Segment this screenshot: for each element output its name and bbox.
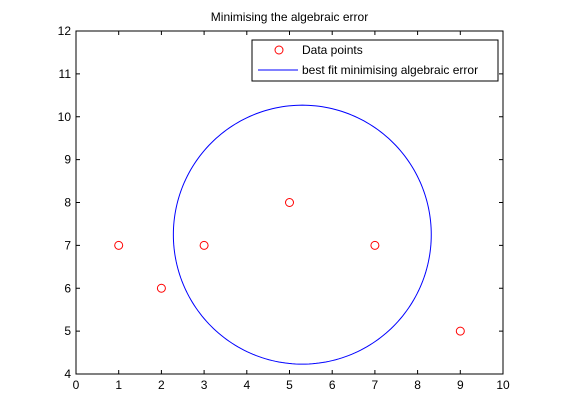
x-tick-label: 2 [158,378,165,392]
legend: Data points best fit minimising algebrai… [251,39,499,82]
x-tick-label: 8 [414,378,421,392]
y-tick-label: 10 [58,110,72,124]
y-tick-label: 11 [59,67,72,81]
x-tick-label: 7 [372,378,379,392]
data-point [114,240,124,250]
legend-box [251,39,499,82]
x-tick-label: 4 [243,378,250,392]
y-tick-label: 7 [64,238,71,252]
x-tick-label: 3 [201,378,208,392]
x-tick-label: 5 [286,378,293,392]
x-axis: 0 1 2 3 4 5 6 7 8 9 10 [73,31,510,392]
data-point [199,240,209,250]
data-point [455,326,465,336]
x-tick-label: 1 [115,378,122,392]
data-point [285,198,294,207]
data-point [370,240,380,250]
x-tick-label: 9 [457,378,464,392]
legend-label-best-fit: best fit minimising algebraic error [302,63,478,77]
y-tick-label: 9 [64,153,71,167]
y-tick-label: 6 [64,281,71,295]
x-tick-label: 10 [496,378,510,392]
y-tick-label: 4 [64,367,71,381]
y-tick-label: 8 [64,196,71,210]
data-point [156,283,166,293]
y-axis: 4 5 6 7 8 9 10 11 12 [58,24,503,381]
x-tick-label: 0 [73,378,80,392]
series-layer [114,104,465,365]
y-tick-label: 12 [58,24,72,38]
x-tick-label: 6 [329,378,336,392]
legend-label-data-points: Data points [302,43,363,57]
y-tick-label: 5 [64,324,71,338]
plot-area [75,30,504,375]
legend-marker-data-points [274,45,284,55]
best-fit-circle [172,104,432,365]
chart-title: Minimising the algebraic error [211,10,368,24]
